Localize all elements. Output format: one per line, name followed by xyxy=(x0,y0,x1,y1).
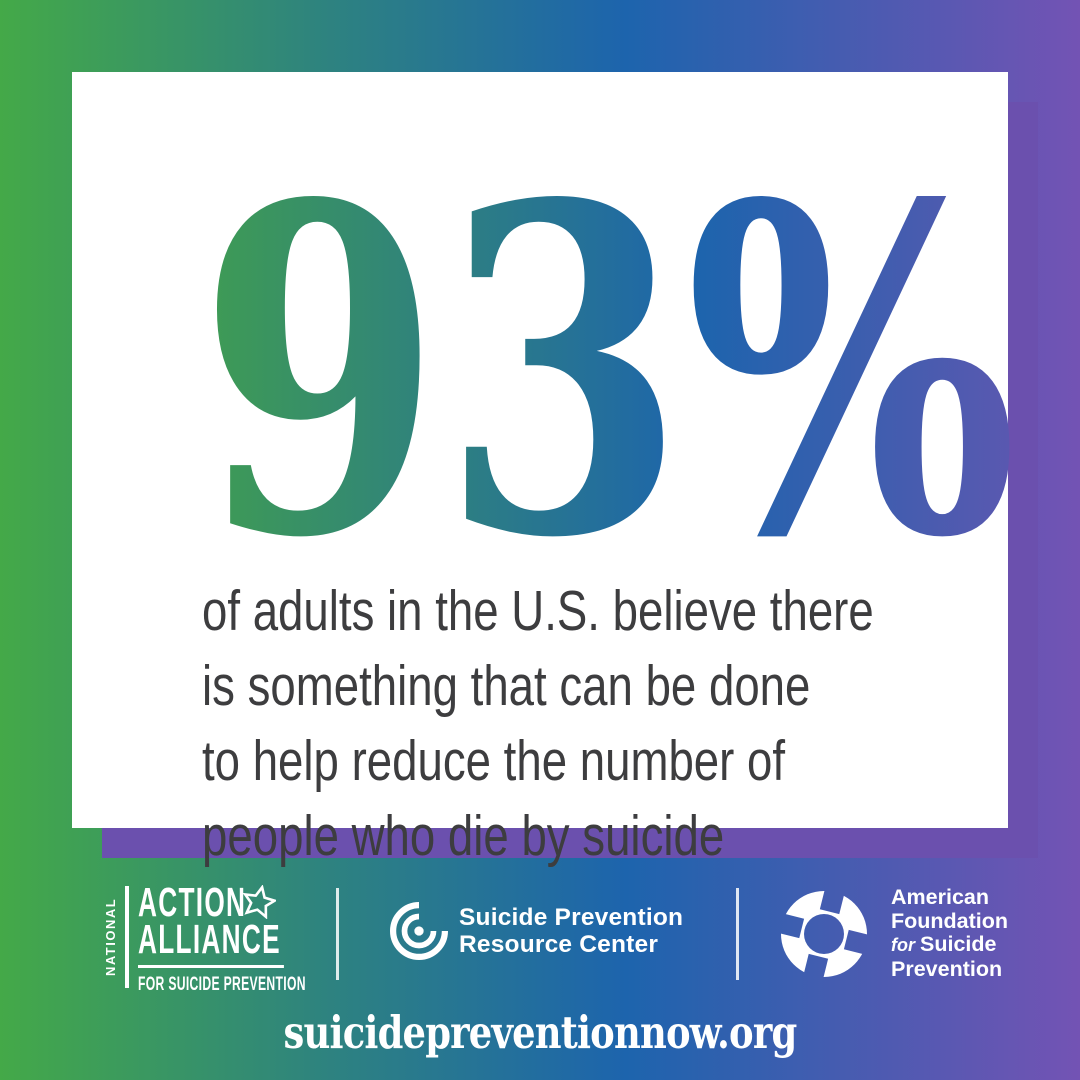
stat-card: 93% of adults in the U.S. believe there … xyxy=(72,72,1018,868)
sprc-name-line1: Suicide Prevention xyxy=(459,904,684,931)
action-alliance-divider-bar xyxy=(125,886,129,988)
action-alliance-logo: NATIONAL ACTION ALLIANCE FOR SUICIDE PRE… xyxy=(103,879,400,995)
lifebuoy-icon xyxy=(779,888,869,979)
action-alliance-text: ACTION ALLIANCE FOR SUICIDE PREVENTION xyxy=(137,879,306,995)
sprc-name: Suicide Prevention Resource Center xyxy=(459,904,683,958)
sprc-logo: Suicide Prevention Resource Center xyxy=(390,902,683,960)
pinwheel-star-icon xyxy=(242,885,276,919)
stat-description-line: is something that can be done xyxy=(202,654,811,718)
footer-logo-band: NATIONAL ACTION ALLIANCE FOR SUICIDE PRE… xyxy=(0,858,1080,1008)
stat-description: of adults in the U.S. believe there is s… xyxy=(202,574,874,874)
action-alliance-title-line1: ACTION xyxy=(137,879,246,925)
stat-description-line: of adults in the U.S. believe there xyxy=(202,579,874,643)
footer-divider xyxy=(336,888,339,980)
stat-description-line: people who die by suicide xyxy=(202,804,725,868)
stat-description-line: to help reduce the number of xyxy=(202,729,786,793)
website-url: suicidepreventionnow.org xyxy=(283,1006,798,1059)
action-alliance-title-line2: ALLIANCE xyxy=(137,916,281,962)
afsp-name: American Foundation for Suicide Preventio… xyxy=(891,885,1009,981)
stat-value: 93% xyxy=(198,150,1018,550)
afsp-for-word: for xyxy=(891,935,915,955)
afsp-logo: American Foundation for Suicide Preventio… xyxy=(779,885,1009,981)
stat-number-graphic: 93% xyxy=(198,150,1018,550)
action-alliance-national-label: NATIONAL xyxy=(103,897,118,977)
action-alliance-tagline: FOR SUICIDE PREVENTION xyxy=(137,973,306,995)
afsp-name-line3: for Suicide xyxy=(891,932,1008,958)
afsp-name-line4: Prevention xyxy=(891,956,1003,981)
sprc-spiral-icon xyxy=(390,902,448,960)
action-alliance-rule xyxy=(137,965,284,968)
afsp-name-line2: Foundation xyxy=(891,908,1009,933)
afsp-suicide-word: Suicide xyxy=(920,932,997,956)
sprc-name-line2: Resource Center xyxy=(459,931,659,958)
footer-divider xyxy=(736,888,739,980)
afsp-name-line1: American xyxy=(891,885,989,909)
